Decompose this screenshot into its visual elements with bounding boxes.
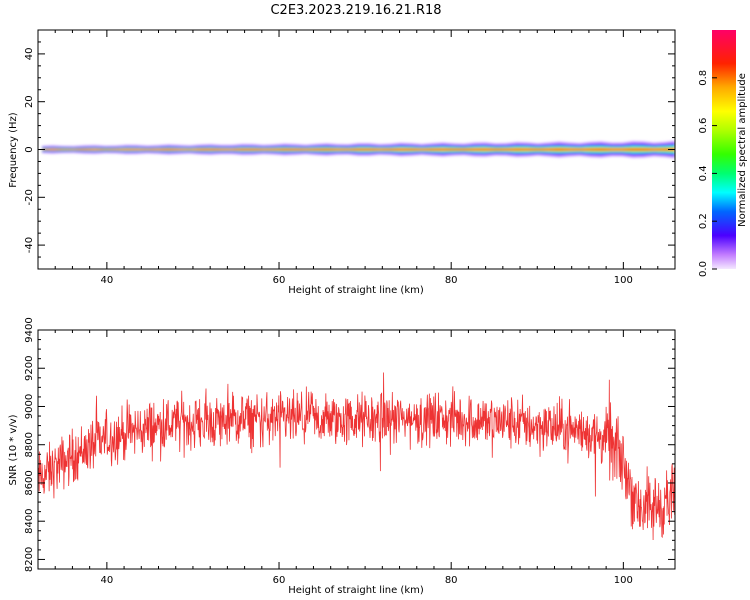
spectrogram-ticks: 40 60 80 100 -40 -20 0 20 40	[24, 29, 676, 286]
y-tick-label: -20	[24, 189, 35, 205]
colorbar-label: Normalized spectral amplitude	[737, 73, 748, 227]
y-tick-label: 9000	[24, 394, 35, 419]
snr-panel: 40 60 80 100 8200 8400 8600 8800 9000 9200 9400 He…	[8, 317, 676, 596]
colorbar-gradient	[712, 30, 736, 269]
spectrogram-ylabel: Frequency (Hz)	[8, 112, 19, 188]
snr-frame	[37, 329, 676, 570]
x-tick-label: 80	[445, 275, 458, 286]
x-tick-label: 100	[614, 575, 633, 586]
y-tick-label: -40	[24, 237, 35, 253]
spectrogram-xlabel: Height of straight line (km)	[288, 285, 424, 296]
colorbar-tick-label: 0.0	[698, 261, 709, 277]
colorbar: 0.0 0.2 0.4 0.6 0.8 Normalized spectral ampl…	[698, 30, 748, 277]
x-tick-label: 40	[100, 575, 113, 586]
spectrogram-red-core	[42, 148, 675, 151]
colorbar-tick-label: 0.6	[698, 118, 709, 134]
snr-series-line	[38, 372, 675, 541]
x-tick-label: 40	[100, 275, 113, 286]
y-tick-label: 9400	[24, 317, 35, 342]
y-tick-label: 9200	[24, 356, 35, 381]
y-tick-label: 40	[24, 48, 35, 61]
snr-ticks: 40 60 80 100 8200 8400 8600 8800 9000 9200 9400	[24, 317, 676, 586]
y-tick-label: 8200	[24, 547, 35, 572]
colorbar-tick-label: 0.8	[698, 70, 709, 86]
spectrogram-line	[42, 140, 675, 159]
snr-plot-area	[38, 330, 675, 569]
colorbar-tick-label: 0.4	[698, 165, 709, 181]
snr-ylabel: SNR (10 * v/v)	[8, 414, 19, 485]
y-tick-label: 8400	[24, 508, 35, 533]
y-tick-label: 20	[24, 95, 35, 108]
x-tick-label: 60	[273, 575, 286, 586]
y-tick-label: 0	[24, 146, 35, 152]
spectrogram-panel: 40 60 80 100 -40 -20 0 20 40 Height of straight …	[8, 29, 676, 296]
y-tick-label: 8600	[24, 470, 35, 495]
colorbar-ticks: 0.0 0.2 0.4 0.6 0.8	[698, 70, 717, 277]
figure-title: C2E3.2023.219.16.21.R18	[270, 3, 441, 18]
y-tick-label: 8800	[24, 432, 35, 457]
x-tick-label: 60	[273, 275, 286, 286]
x-tick-label: 80	[445, 575, 458, 586]
snr-xlabel: Height of straight line (km)	[288, 585, 424, 596]
x-tick-label: 100	[614, 275, 633, 286]
colorbar-tick-label: 0.2	[698, 213, 709, 229]
